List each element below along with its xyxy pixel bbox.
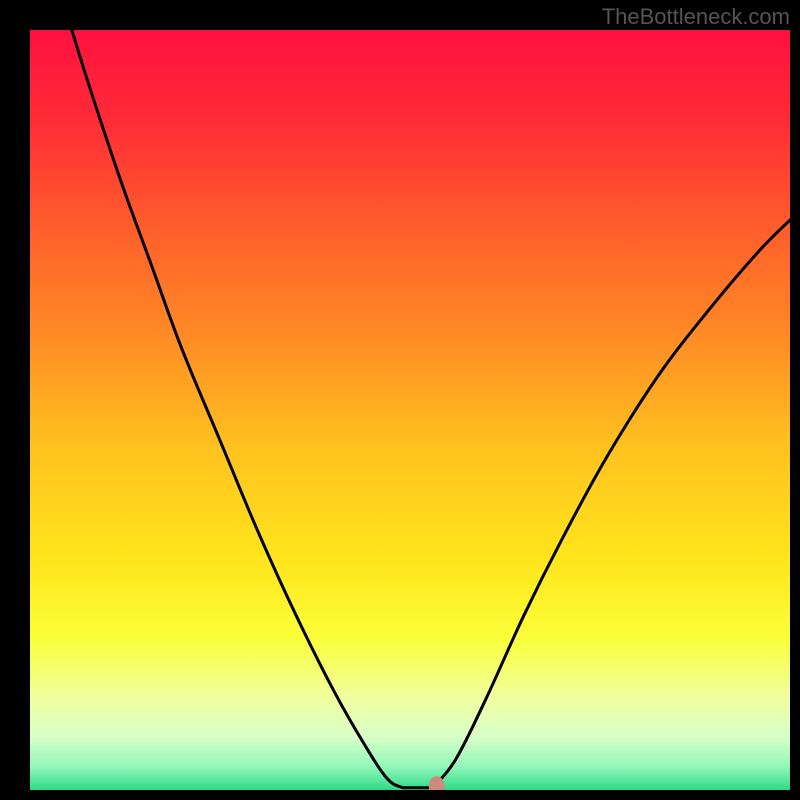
- bottleneck-curve: [30, 30, 790, 790]
- curve-path: [72, 30, 790, 788]
- watermark-text: TheBottleneck.com: [602, 4, 790, 30]
- plot-area: [30, 30, 790, 790]
